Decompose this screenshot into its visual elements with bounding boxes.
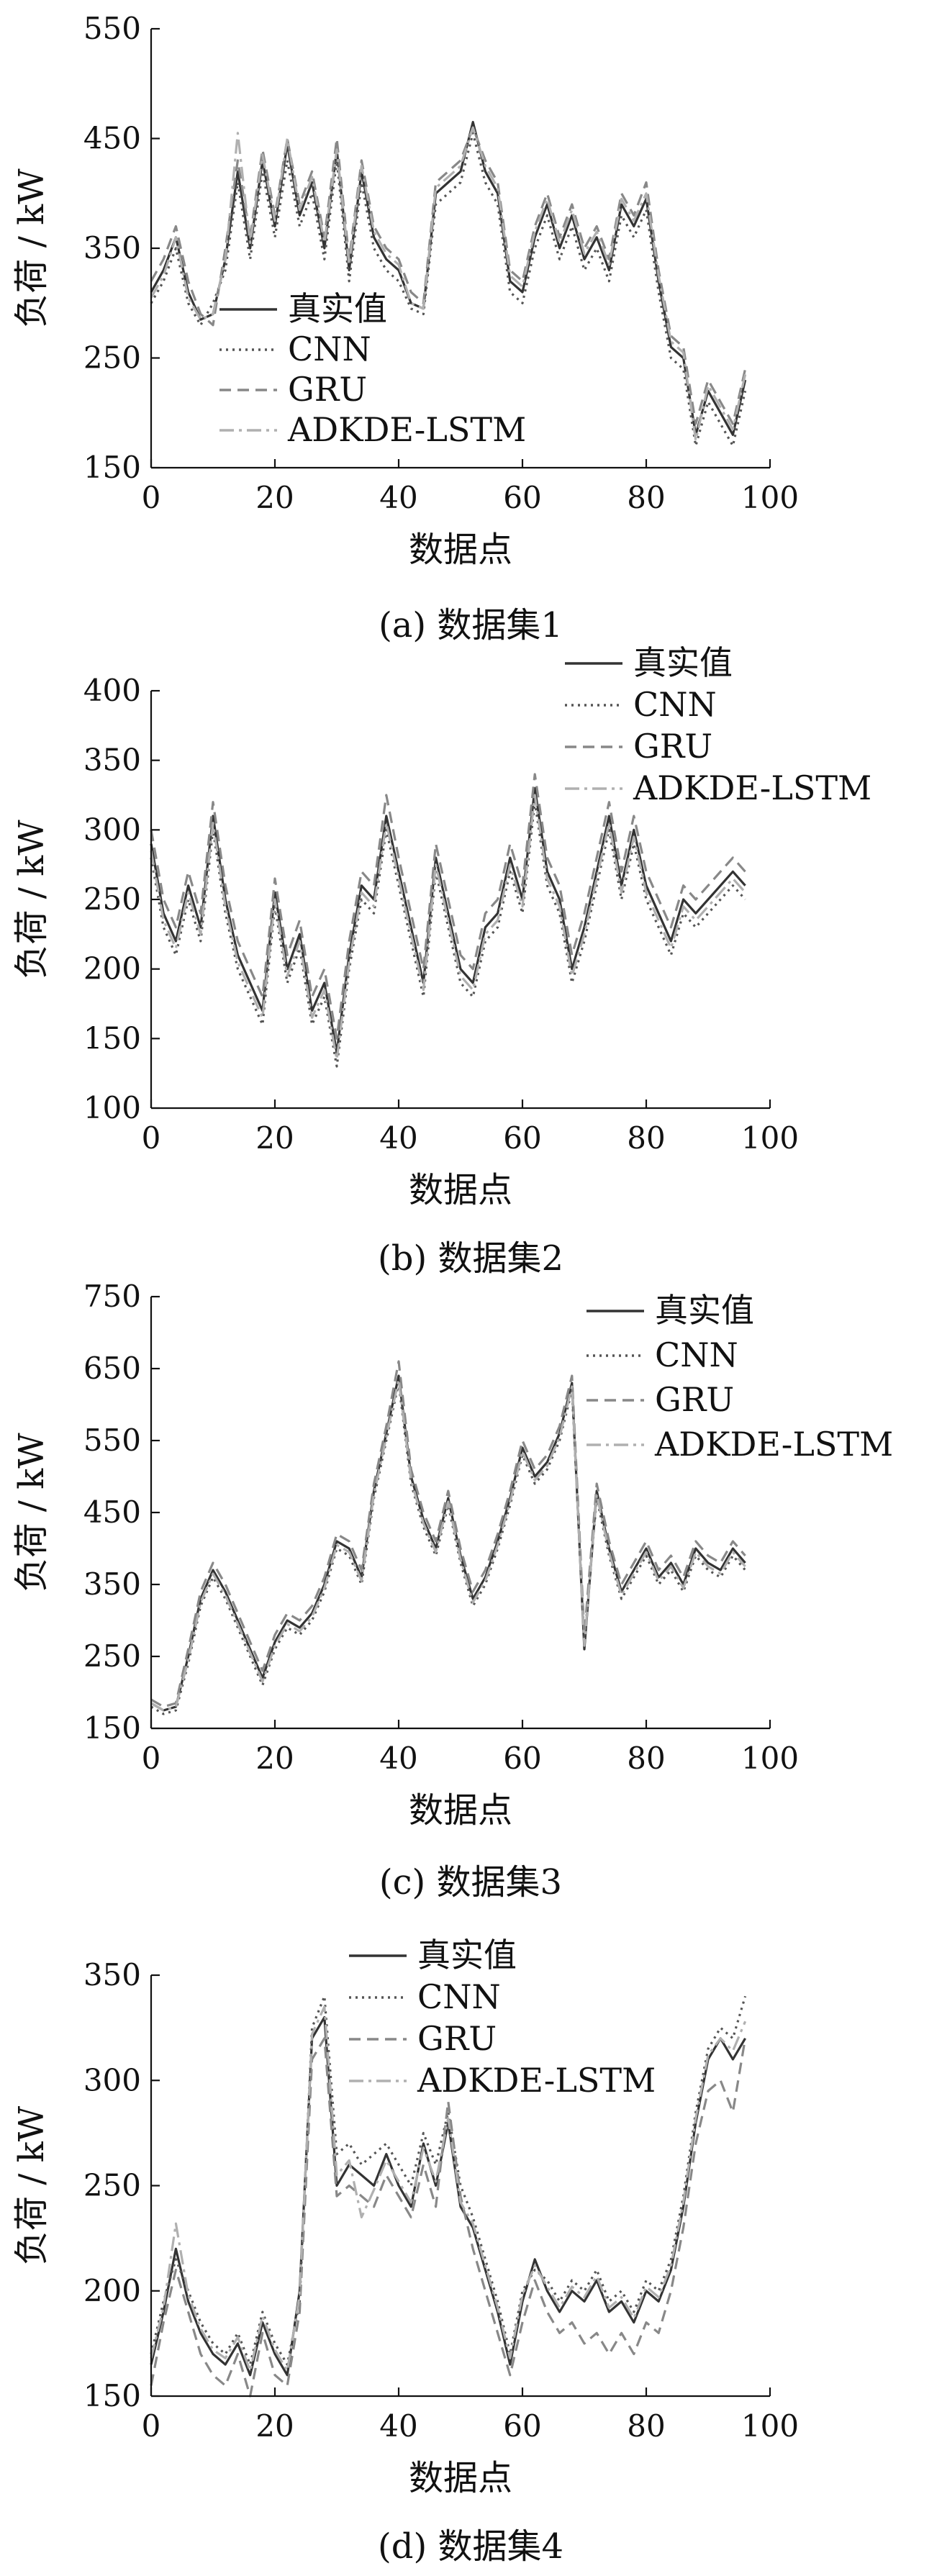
series-line-gru-3: [150, 1360, 746, 1708]
x-axis-label: 数据点: [409, 1170, 512, 1210]
series-line-cnn-2: [150, 801, 746, 1068]
y-tick-label: 100: [83, 1090, 141, 1125]
x-tick-label: 40: [379, 1741, 417, 1776]
legend-label: GRU: [655, 1380, 734, 1419]
x-tick-label: 80: [627, 480, 665, 515]
legend-label: ADKDE-LSTM: [287, 410, 526, 449]
x-axis-label: 数据点: [409, 2458, 512, 2498]
legend-label: CNN: [417, 1977, 501, 2016]
y-tick-label: 350: [83, 1566, 141, 1602]
y-axis-label: 负荷 / kW: [12, 1433, 52, 1592]
series-line--1: [150, 786, 746, 1054]
chart-panel-1: 150 250 350 450 550 0 20 40 60 80 100 数据点 负荷 / kW 真实值…: [12, 11, 799, 645]
x-tick-label: 20: [255, 480, 294, 515]
x-tick-label: 100: [741, 2408, 799, 2444]
series-line-adkde-lstm-4: [150, 126, 747, 442]
y-tick-label: 650: [83, 1351, 141, 1386]
y-tick-label: 150: [83, 1020, 141, 1056]
y-tick-label: 300: [83, 2062, 141, 2097]
x-tick-label: 20: [255, 1120, 294, 1156]
y-axis-label: 负荷 / kW: [12, 2105, 52, 2265]
x-tick-label: 0: [142, 480, 161, 515]
panel-caption: (b) 数据集2: [378, 1238, 563, 1279]
legend-label: GRU: [417, 2019, 497, 2058]
x-tick-label: 20: [255, 2408, 294, 2444]
y-tick-label: 350: [83, 230, 141, 266]
x-tick-label: 40: [379, 480, 417, 515]
chart-panel-4: 150 200 250 300 350 0 20 40 60 80 100 数据点 负荷 / kW 真实值…: [12, 1936, 799, 2567]
y-tick-label: 200: [83, 951, 141, 987]
x-tick-label: 60: [503, 1741, 541, 1776]
x-tick-label: 60: [503, 2408, 541, 2444]
x-axis-label: 数据点: [409, 1790, 512, 1831]
y-axis-label: 负荷 / kW: [12, 168, 52, 328]
legend-label: CNN: [288, 330, 371, 368]
y-axis-label: 负荷 / kW: [12, 820, 52, 979]
series-line-gru-3: [150, 773, 746, 1040]
y-tick-label: 250: [83, 2168, 141, 2203]
legend-label: ADKDE-LSTM: [417, 2061, 656, 2100]
x-tick-label: 60: [503, 1120, 541, 1156]
series-line-cnn-2: [150, 1382, 746, 1715]
y-tick-label: 750: [83, 1279, 141, 1314]
legend-label: GRU: [633, 727, 712, 766]
y-tick-label: 150: [83, 450, 141, 485]
panel-caption: (d) 数据集4: [378, 2526, 563, 2567]
y-tick-label: 200: [83, 2273, 141, 2308]
x-tick-label: 40: [379, 1120, 417, 1156]
series-line-adkde-lstm-4: [150, 2005, 747, 2372]
x-tick-label: 100: [741, 480, 799, 515]
x-axis-label: 数据点: [409, 530, 512, 570]
x-tick-label: 0: [142, 1741, 161, 1776]
chart-panel-3: 150 250 350 450 550 650 750 0 20 40 60 80 100 数据点 负荷 /…: [12, 1279, 893, 1902]
x-tick-label: 80: [627, 1741, 665, 1776]
y-tick-label: 150: [83, 2378, 141, 2413]
x-tick-label: 20: [255, 1741, 294, 1776]
y-tick-label: 250: [83, 1638, 141, 1674]
legend-label: ADKDE-LSTM: [654, 1425, 893, 1464]
x-tick-label: 0: [142, 1120, 161, 1156]
x-tick-label: 40: [379, 2408, 417, 2444]
y-tick-label: 350: [83, 1957, 141, 1992]
panel-caption: (a) 数据集1: [379, 605, 563, 645]
legend-label: CNN: [655, 1335, 738, 1374]
y-tick-label: 450: [83, 121, 141, 156]
x-tick-label: 0: [142, 2408, 161, 2444]
series-line--1: [150, 1374, 746, 1712]
x-tick-label: 80: [627, 1120, 665, 1156]
series-line-adkde-lstm-4: [150, 794, 746, 1061]
y-tick-label: 450: [83, 1495, 141, 1530]
legend-label: GRU: [288, 370, 367, 409]
legend-label: 真实值: [417, 1936, 517, 1974]
legend-label: 真实值: [633, 643, 733, 682]
y-tick-label: 150: [83, 1710, 141, 1746]
x-tick-label: 60: [503, 480, 541, 515]
legend-label: 真实值: [655, 1291, 754, 1330]
y-tick-label: 300: [83, 812, 141, 847]
legend-label: 真实值: [288, 289, 387, 328]
x-tick-label: 100: [741, 1741, 799, 1776]
y-tick-label: 250: [83, 340, 141, 376]
chart-panel-2: 100 150 200 250 300 350 400 0 20 40 60 80 100 数据点 负荷 /…: [12, 643, 871, 1279]
legend-label: ADKDE-LSTM: [633, 768, 871, 807]
series-line-adkde-lstm-4: [150, 1378, 746, 1712]
panel-caption: (c) 数据集3: [379, 1862, 562, 1902]
y-tick-label: 400: [83, 673, 141, 708]
x-tick-label: 80: [627, 2408, 665, 2444]
series-line-gru-3: [150, 126, 747, 425]
x-tick-label: 100: [741, 1120, 799, 1156]
y-tick-label: 550: [83, 11, 141, 46]
y-tick-label: 350: [83, 743, 141, 778]
y-tick-label: 250: [83, 881, 141, 917]
y-tick-label: 550: [83, 1423, 141, 1458]
legend-label: CNN: [633, 685, 717, 724]
